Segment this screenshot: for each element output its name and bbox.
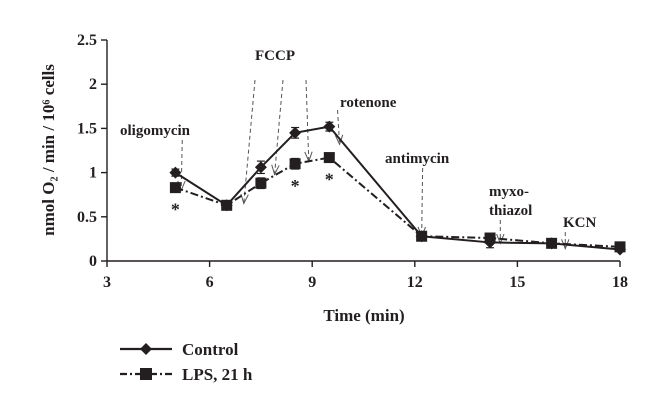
data-point-diamond	[289, 126, 302, 139]
arrow-rotenone-head	[334, 134, 344, 146]
annotation-myxothiazol-line1: myxo-	[489, 184, 529, 200]
arrow-fccp-head	[240, 193, 249, 205]
plot-area: 0 0.5 1 1.5 2 2.5 3 6 9 12 15 18 * * *	[77, 32, 628, 291]
x-tick-label: 15	[509, 274, 525, 291]
x-tick-label: 3	[103, 274, 111, 291]
y-tick-label: 1.5	[77, 120, 97, 137]
arrow-fccp	[305, 79, 310, 162]
data-point-square	[323, 152, 335, 164]
x-axis-title: Time (min)	[323, 306, 404, 325]
series-line	[175, 156, 621, 248]
y-tick-label: 1	[89, 165, 97, 182]
annotation-rotenone: rotenone	[340, 95, 397, 111]
data-point-square	[169, 182, 181, 194]
x-axis-ticks: 3 6 9 12 15 18	[103, 261, 628, 291]
significance-stars: * * *	[171, 170, 334, 220]
legend-label-lps: LPS, 21 h	[182, 365, 253, 384]
y-tick-label: 0.5	[77, 209, 97, 226]
data-point-square	[614, 241, 626, 253]
legend: Control LPS, 21 h	[120, 340, 253, 384]
data-point-square	[416, 230, 428, 242]
data-point-square	[221, 199, 233, 211]
arrow-fccp-head	[271, 164, 280, 176]
data-point-diamond	[254, 161, 267, 174]
legend-item-lps: LPS, 21 h	[120, 365, 253, 384]
significance-star: *	[171, 200, 180, 220]
annotation-myxothiazol-line2: thiazol	[489, 203, 532, 219]
y-tick-label: 0	[89, 253, 97, 270]
legend-marker-square	[140, 368, 152, 380]
data-point-square	[546, 237, 558, 249]
arrow-oligomycin	[180, 139, 183, 191]
y-tick-label: 2	[89, 76, 97, 93]
data-point-square	[255, 177, 267, 189]
data-point-diamond	[169, 166, 182, 179]
legend-label-control: Control	[182, 340, 239, 359]
x-tick-label: 12	[407, 274, 423, 291]
arrow-antimycin	[421, 167, 424, 237]
x-tick-label: 9	[308, 274, 316, 291]
legend-item-control: Control	[120, 340, 239, 359]
data-point-square	[484, 232, 496, 244]
series-lps	[169, 152, 626, 253]
significance-star: *	[291, 176, 300, 196]
significance-star: *	[325, 170, 334, 190]
series-control	[169, 120, 626, 256]
series-line	[174, 125, 621, 251]
data-point-square	[289, 158, 301, 170]
annotation-kcn: KCN	[563, 215, 597, 231]
y-axis-ticks: 0 0.5 1 1.5 2 2.5	[77, 32, 107, 270]
data-point-diamond	[323, 120, 336, 133]
annotation-antimycin: antimycin	[385, 151, 450, 167]
arrow-fccp	[274, 79, 284, 175]
series-layer	[169, 120, 626, 256]
y-tick-label: 2.5	[77, 32, 97, 49]
x-tick-label: 18	[612, 274, 628, 291]
y-axis-title: nmol O₂ / min / 10⁶ cells	[39, 64, 58, 236]
arrow-kcn-head	[561, 239, 570, 250]
annotation-fccp: FCCP	[255, 48, 295, 64]
annotation-oligomycin: oligomycin	[120, 123, 191, 139]
legend-marker-diamond	[140, 343, 152, 355]
x-tick-label: 6	[206, 274, 214, 291]
